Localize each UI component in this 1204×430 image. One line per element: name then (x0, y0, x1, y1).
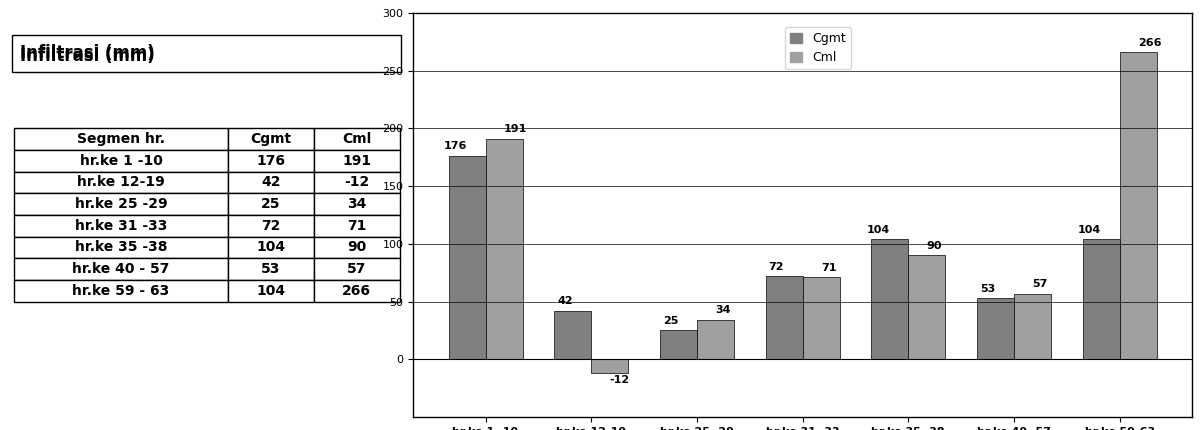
Text: 53: 53 (980, 283, 996, 294)
Bar (1014, 294, 1051, 359)
Bar (591, 359, 628, 373)
Text: 104: 104 (1078, 224, 1102, 235)
Bar (554, 311, 591, 359)
Text: 266: 266 (1138, 37, 1162, 48)
Bar (660, 331, 697, 359)
Text: 90: 90 (927, 241, 943, 251)
FancyBboxPatch shape (12, 35, 401, 71)
Text: 104: 104 (867, 224, 890, 235)
Legend: Cgmt, Cml: Cgmt, Cml (785, 27, 851, 70)
Bar (1120, 52, 1157, 359)
Bar (766, 276, 803, 359)
Text: 34: 34 (715, 305, 731, 316)
Bar (872, 239, 908, 359)
Bar (803, 277, 839, 359)
Bar (1082, 239, 1120, 359)
Text: 71: 71 (821, 263, 837, 273)
Bar (485, 139, 523, 359)
Text: Infiltrasi (mm): Infiltrasi (mm) (19, 44, 154, 62)
Text: 176: 176 (443, 141, 467, 151)
Bar (976, 298, 1014, 359)
Text: 72: 72 (768, 261, 784, 272)
Text: 25: 25 (663, 316, 678, 326)
Text: 191: 191 (504, 124, 527, 134)
Text: Infiltrasi (mm): Infiltrasi (mm) (19, 47, 154, 65)
Bar (697, 320, 734, 359)
Bar (449, 156, 485, 359)
Text: 57: 57 (1032, 279, 1047, 289)
Bar (908, 255, 945, 359)
Text: -12: -12 (609, 375, 630, 385)
Text: 42: 42 (557, 296, 573, 306)
